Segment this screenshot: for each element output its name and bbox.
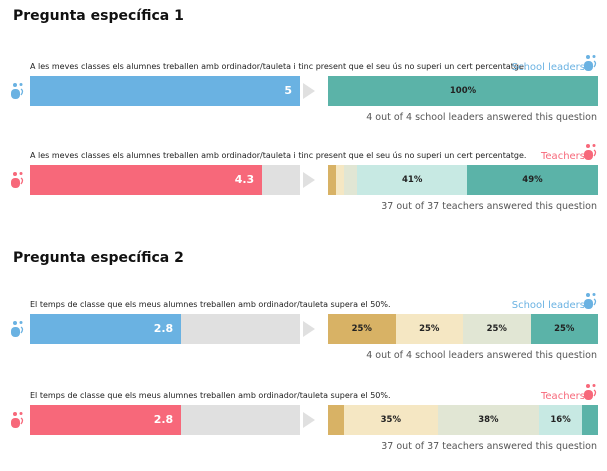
chart-row-2: El temps de classe que els meus alumnes … <box>0 293 607 380</box>
distribution-segment: 100% <box>328 76 598 106</box>
arrow-icon <box>303 172 315 188</box>
group-label: Teachers <box>541 391 585 402</box>
mean-bar: 2.8 <box>30 405 182 435</box>
mean-bar: 4.3 <box>30 165 263 195</box>
mean-bar-track: 2.8 <box>30 405 300 435</box>
mean-bar-track: 5 <box>30 76 300 106</box>
section-title-1: Pregunta específica 1 <box>13 8 184 24</box>
arrow-icon <box>303 321 315 337</box>
group-label: School leaders <box>511 300 585 311</box>
question-text: A les meves classes els alumnes treballe… <box>30 62 527 71</box>
distribution-segment <box>336 165 345 195</box>
school-leader-icon <box>10 82 26 104</box>
mean-value: 4.3 <box>234 173 255 186</box>
question-text: A les meves classes els alumnes treballe… <box>30 151 527 160</box>
section-title-2: Pregunta específica 2 <box>13 250 184 266</box>
group-label: Teachers <box>541 151 585 162</box>
mean-value: 5 <box>284 84 292 97</box>
distribution-segment: 16% <box>539 405 582 435</box>
mean-value: 2.8 <box>153 322 174 335</box>
teacher-icon <box>583 383 599 405</box>
mean-bar: 2.8 <box>30 314 182 344</box>
school-leader-icon <box>583 292 599 314</box>
chart-row-1: A les meves classes els alumnes treballe… <box>0 144 607 231</box>
distribution-segment: 25% <box>463 314 531 344</box>
distribution-segment <box>581 405 598 435</box>
distribution-bar: 41% 49% <box>328 165 598 195</box>
question-text: El temps de classe que els meus alumnes … <box>30 300 391 309</box>
distribution-segment: 35% <box>344 405 438 435</box>
distribution-segment: 49% <box>466 165 598 195</box>
chart-row-3: El temps de classe que els meus alumnes … <box>0 384 607 471</box>
distribution-bar: 25% 25% 25% 25% <box>328 314 598 344</box>
question-text: El temps de classe que els meus alumnes … <box>30 391 391 400</box>
arrow-icon <box>303 83 315 99</box>
response-count: 4 out of 4 school leaders answered this … <box>366 112 597 123</box>
distribution-segment <box>328 165 337 195</box>
distribution-segment <box>328 405 345 435</box>
distribution-segment <box>344 165 358 195</box>
distribution-segment: 25% <box>530 314 598 344</box>
distribution-segment: 41% <box>357 165 467 195</box>
response-count: 4 out of 4 school leaders answered this … <box>366 350 597 361</box>
school-leader-icon <box>583 54 599 76</box>
distribution-segment: 25% <box>395 314 463 344</box>
chart-row-0: A les meves classes els alumnes treballe… <box>0 55 607 142</box>
school-leader-icon <box>10 320 26 342</box>
mean-value: 2.8 <box>153 413 174 426</box>
mean-bar-track: 4.3 <box>30 165 300 195</box>
response-count: 37 out of 37 teachers answered this ques… <box>381 441 597 452</box>
distribution-segment: 25% <box>328 314 396 344</box>
teacher-icon <box>583 143 599 165</box>
distribution-bar: 100% <box>328 76 598 106</box>
teacher-icon <box>10 411 26 433</box>
mean-bar-track: 2.8 <box>30 314 300 344</box>
arrow-icon <box>303 412 315 428</box>
teacher-icon <box>10 171 26 193</box>
response-count: 37 out of 37 teachers answered this ques… <box>381 201 597 212</box>
mean-bar: 5 <box>30 76 300 106</box>
distribution-segment: 38% <box>437 405 540 435</box>
distribution-bar: 35% 38% 16% <box>328 405 598 435</box>
group-label: School leaders <box>511 62 585 73</box>
